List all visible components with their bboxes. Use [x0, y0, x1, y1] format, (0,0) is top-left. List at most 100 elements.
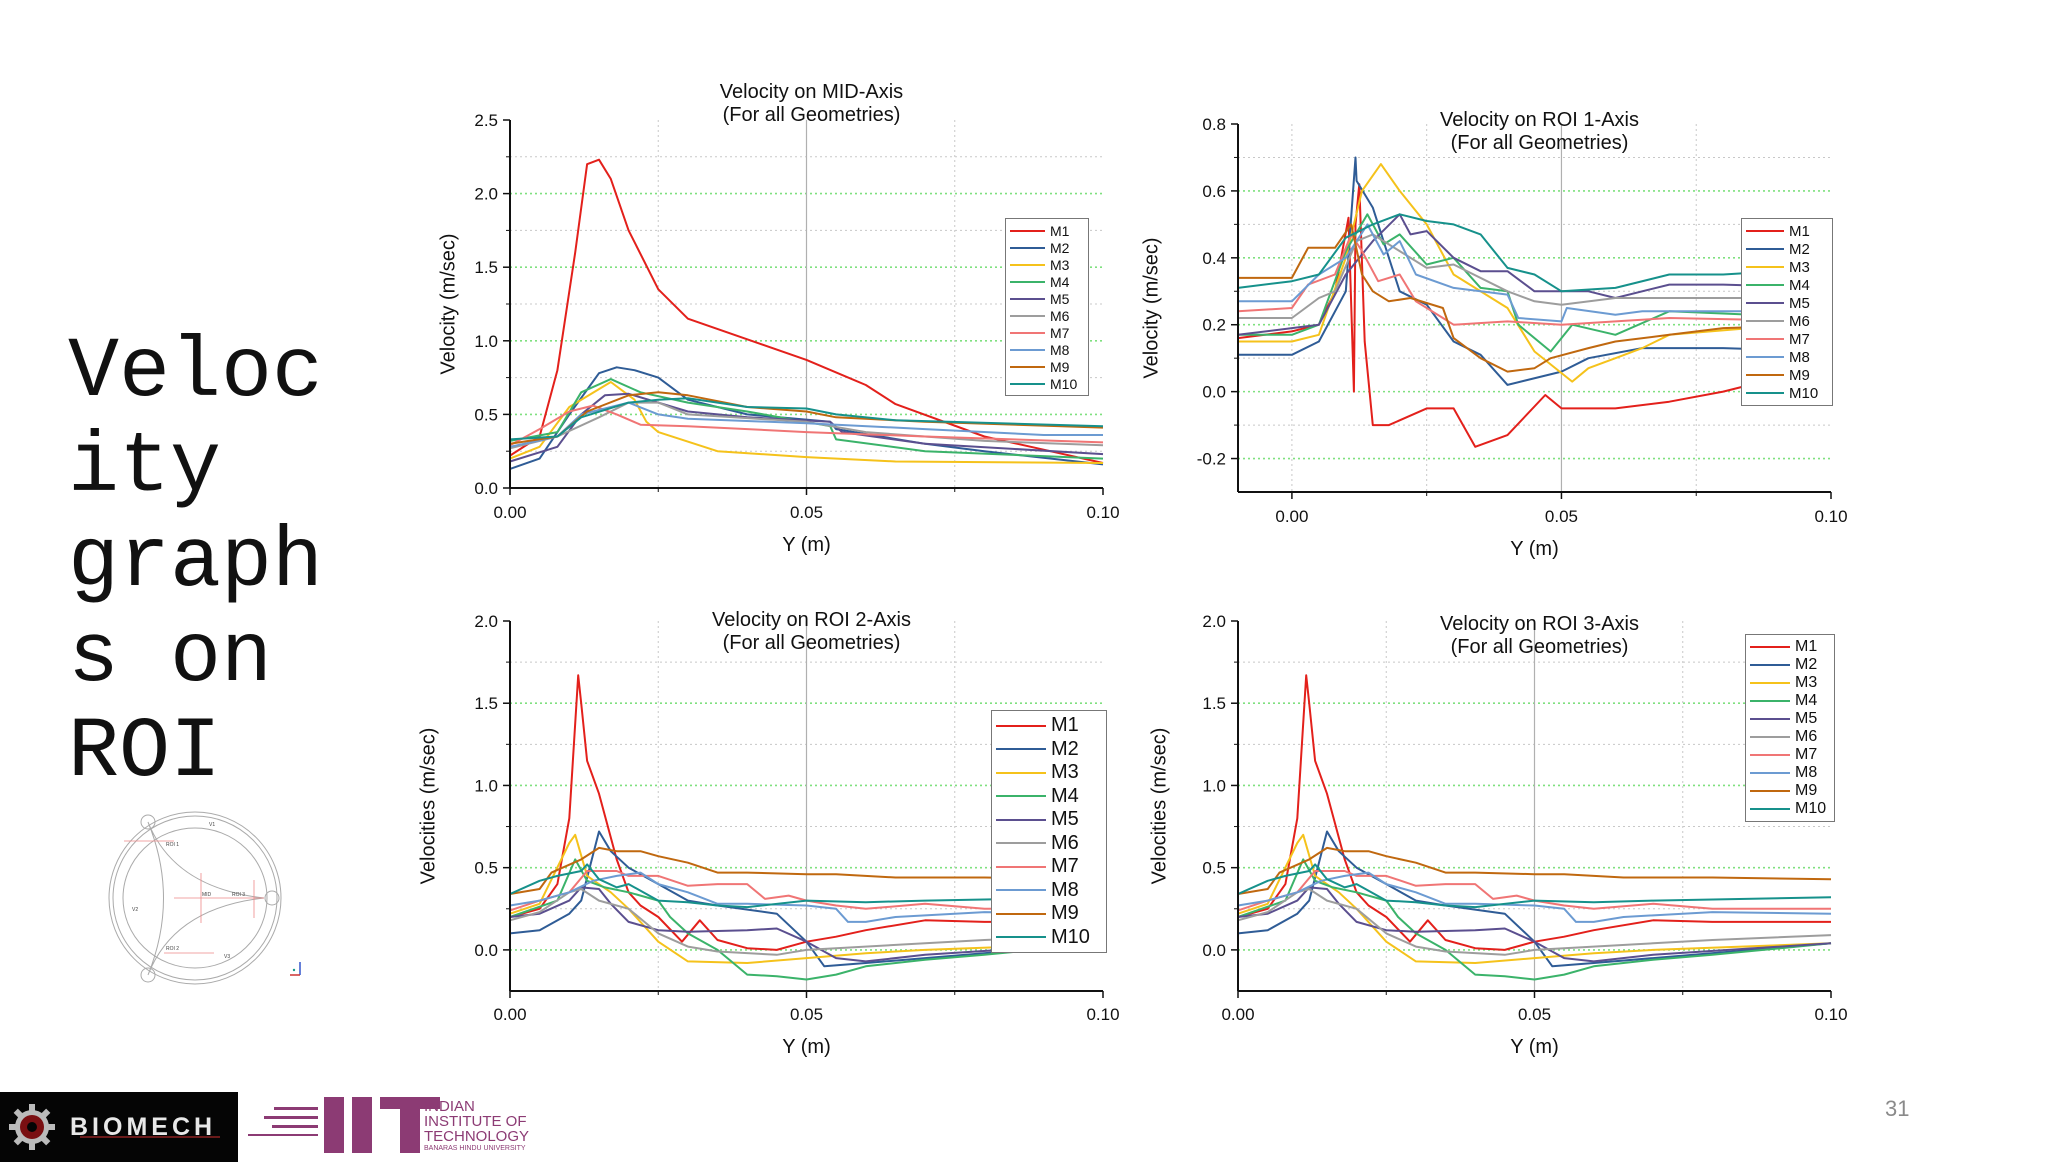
series-line-m1 — [509, 158, 1104, 464]
legend-label: M4 — [1789, 276, 1810, 294]
series-line-m2 — [509, 830, 1104, 968]
x-tick-label: 0.10 — [1814, 1005, 1847, 1024]
legend-label: M8 — [1795, 764, 1818, 781]
legend-swatch — [1750, 772, 1790, 774]
series-line-m2 — [1237, 830, 1832, 968]
legend-label: M10 — [1051, 925, 1090, 948]
legend-item: M3 — [1010, 256, 1084, 273]
legend-swatch — [1750, 682, 1790, 684]
legend-item: M10 — [996, 926, 1102, 950]
legend-swatch — [996, 818, 1046, 821]
legend-label: M3 — [1795, 674, 1818, 691]
legend-item: M8 — [996, 879, 1102, 903]
legend-label: M1 — [1051, 714, 1079, 737]
series-line-m5 — [1237, 886, 1832, 963]
y-tick-label: 1.0 — [474, 776, 498, 795]
iit-line-1: INDIAN — [424, 1098, 475, 1115]
series-line-m9 — [1237, 846, 1832, 895]
chart-title-line-1: Velocity on ROI 3-Axis — [1440, 613, 1639, 635]
legend-item: M8 — [1746, 348, 1828, 366]
legend-item: M6 — [996, 832, 1102, 856]
legend-item: M4 — [1010, 273, 1084, 290]
x-tick-label: 0.00 — [493, 1005, 526, 1024]
chart-4: 0.0 0.5 1.0 1.5 2.0 0.00 0.05 0.10 Velocity on R… — [1148, 612, 1847, 1058]
y-tick-label: 1.5 — [474, 694, 498, 713]
legend-swatch — [1746, 338, 1784, 340]
x-tick-label: 0.05 — [1545, 507, 1578, 526]
legend-label: M10 — [1789, 384, 1819, 402]
axes-triad-icon — [290, 962, 301, 976]
legend-swatch — [1010, 246, 1045, 249]
legend-swatch — [1746, 356, 1784, 358]
legend-item: M6 — [1750, 728, 1830, 746]
y-tick-label: 2.0 — [1202, 612, 1226, 631]
x-tick-label: 0.05 — [790, 503, 823, 522]
legend-swatch — [996, 865, 1046, 868]
slide-number: 31 — [1885, 1096, 1910, 1121]
legend-swatch — [1750, 646, 1790, 648]
y-tick-label: 1.0 — [1202, 776, 1226, 795]
series-line-m6 — [1238, 233, 1831, 319]
legend-swatch — [996, 842, 1046, 845]
chart-title-line-1: Velocity on ROI 1-Axis — [1440, 109, 1639, 131]
biomech-logo: BIOMECH — [0, 1092, 238, 1162]
legend-swatch — [996, 795, 1046, 798]
legend-swatch — [1010, 297, 1045, 300]
x-tick-label: 0.05 — [1518, 1005, 1551, 1024]
legend-item: M4 — [1746, 276, 1828, 294]
x-tick-label: 0.05 — [790, 1005, 823, 1024]
legend-swatch — [996, 771, 1046, 774]
legend-label: M8 — [1051, 878, 1079, 901]
chart-3: 0.0 0.5 1.0 1.5 2.0 0.00 0.05 0.10 Velocity on R… — [417, 609, 1119, 1058]
legend-item: M9 — [996, 902, 1102, 926]
gear-icon — [9, 1104, 55, 1150]
legend-swatch — [1010, 382, 1045, 385]
x-tick-label: 0.10 — [1814, 507, 1847, 526]
y-tick-label: 0.0 — [474, 479, 498, 498]
y-tick-label: 0.5 — [474, 859, 498, 878]
legend-label: M7 — [1789, 330, 1810, 348]
legend-item: M2 — [1010, 239, 1084, 256]
legend-swatch — [1746, 230, 1784, 232]
series-line-m9 — [509, 846, 1104, 895]
legend-label: M9 — [1051, 902, 1079, 925]
diagram-label-v2: V2 — [132, 907, 138, 913]
y-tick-label: 0.0 — [1202, 941, 1226, 960]
legend-label: M6 — [1051, 831, 1079, 854]
legend-swatch — [1750, 736, 1790, 738]
legend-label: M2 — [1050, 239, 1070, 256]
legend-label: M3 — [1789, 258, 1810, 276]
legend-label: M6 — [1795, 728, 1818, 745]
legend-item: M9 — [1010, 358, 1084, 375]
y-tick-label: 0.8 — [1202, 115, 1226, 134]
legend-swatch — [1750, 718, 1790, 720]
legend-swatch — [1746, 248, 1784, 250]
series-line-m7 — [509, 870, 1103, 912]
legend-item: M4 — [996, 785, 1102, 809]
chart-legend-1: M1 M2 M3 M4 M5 M6 M7 M8 M9 M10 — [1005, 218, 1089, 396]
legend-label: M8 — [1789, 348, 1810, 366]
legend-item: M10 — [1746, 384, 1828, 402]
legend-label: M2 — [1795, 656, 1818, 673]
legend-item: M7 — [1750, 746, 1830, 764]
iit-line-2: INSTITUTE OF — [424, 1113, 527, 1130]
y-tick-label: 0.6 — [1202, 182, 1226, 201]
series-line-m8 — [1238, 223, 1831, 323]
series-line-m1 — [1237, 183, 1832, 448]
legend-swatch — [1746, 284, 1784, 286]
series-line-m1 — [509, 674, 1103, 951]
legend-label: M4 — [1051, 784, 1079, 807]
legend-label: M2 — [1789, 240, 1810, 258]
legend-label: M9 — [1050, 358, 1070, 375]
y-tick-label: 0.5 — [1202, 859, 1226, 878]
legend-label: M5 — [1051, 808, 1079, 831]
diagram-label-roi3: ROI 3 — [232, 892, 245, 898]
legend-swatch — [1010, 331, 1045, 334]
legend-label: M7 — [1050, 324, 1070, 341]
legend-swatch — [1010, 314, 1045, 317]
series-line-m5 — [509, 392, 1104, 463]
y-axis-label: Velocity (m/sec) — [437, 233, 459, 374]
chart-title-line-2: (For all Geometries) — [723, 104, 901, 126]
chart-1: 0.0 0.5 1.0 1.5 2.0 2.5 0.00 0.05 0.10 Velocity o… — [437, 81, 1119, 556]
